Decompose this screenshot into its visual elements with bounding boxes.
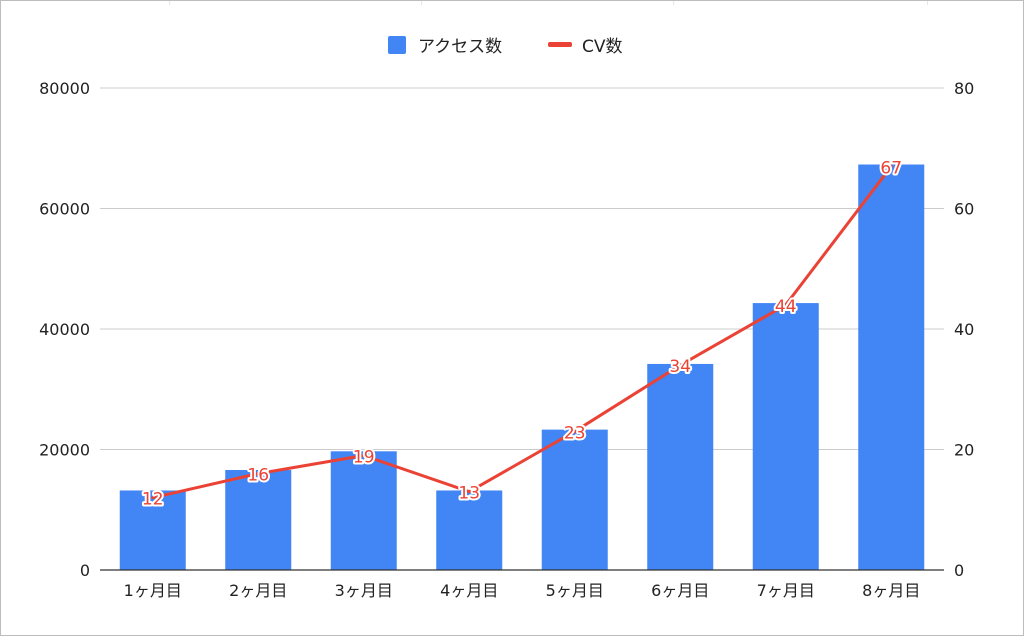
x-tick-label: 3ヶ月目 [335, 581, 393, 600]
x-tick-labels: 1ヶ月目 2ヶ月目 3ヶ月目 4ヶ月目 5ヶ月目 6ヶ月目 7ヶ月目 8ヶ月目 [124, 581, 921, 600]
cv-line [151, 164, 893, 500]
line-series [151, 164, 893, 500]
cv-data-label: 23 [564, 423, 586, 443]
bar [752, 303, 819, 570]
legend-swatch-bar [388, 36, 406, 54]
cv-data-label: 19 [353, 448, 375, 468]
y-left-tick-label: 60000 [39, 200, 90, 219]
x-tick-label: 8ヶ月目 [862, 581, 920, 600]
bar [119, 490, 186, 570]
bar [330, 451, 397, 570]
cv-data-label: 67 [880, 158, 902, 178]
bar-series [119, 164, 925, 570]
bar [436, 490, 503, 570]
cv-data-label: 12 [142, 490, 164, 510]
legend-label-cv: CV数 [582, 37, 623, 57]
x-tick-label: 7ヶ月目 [757, 581, 815, 600]
sheet-gridline [169, 1, 170, 5]
bar [858, 164, 925, 570]
y-left-tick-label: 20000 [39, 441, 90, 460]
x-tick-label: 6ヶ月目 [651, 581, 709, 600]
legend: アクセス数 CV数 [388, 36, 623, 57]
bar [225, 469, 292, 570]
x-tick-label: 1ヶ月目 [124, 581, 182, 600]
bar [541, 429, 608, 570]
bar [647, 363, 714, 570]
y-left-tick-label: 40000 [39, 320, 90, 339]
y-right-tick-label: 60 [954, 200, 974, 219]
y-right-tick-label: 80 [954, 79, 974, 98]
legend-swatch-line [548, 42, 572, 47]
data-labels: 12 16 19 13 23 34 44 67 [140, 156, 904, 511]
cv-data-label: 13 [458, 484, 480, 504]
x-tick-label: 2ヶ月目 [229, 581, 287, 600]
y-axis-right: 0 20 40 60 80 [954, 79, 974, 580]
y-left-tick-label: 80000 [39, 79, 90, 98]
sheet-gridline [673, 1, 674, 5]
y-left-tick-label: 0 [80, 561, 90, 580]
y-axis-left: 0 20000 40000 60000 80000 [39, 79, 90, 580]
y-right-tick-label: 0 [954, 561, 964, 580]
y-right-tick-label: 40 [954, 320, 974, 339]
sheet-gridline [421, 1, 422, 5]
x-tick-label: 4ヶ月目 [440, 581, 498, 600]
x-tick-label: 5ヶ月目 [546, 581, 604, 600]
cv-data-label: 44 [775, 297, 797, 317]
legend-label-access: アクセス数 [418, 37, 502, 57]
cv-data-label: 16 [247, 466, 269, 486]
cv-data-label: 34 [669, 357, 691, 377]
y-right-tick-label: 20 [954, 441, 974, 460]
sheet-gridline [927, 1, 928, 5]
